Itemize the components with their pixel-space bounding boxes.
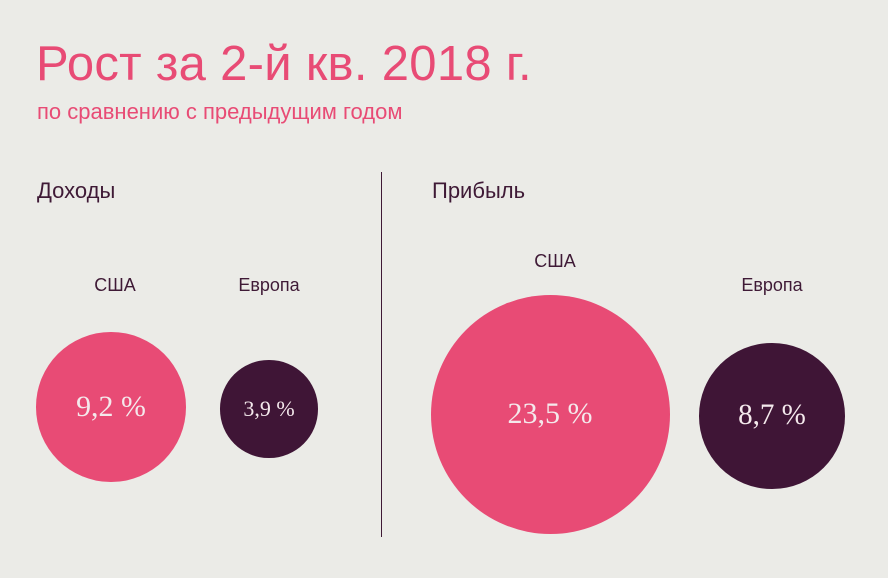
revenue-us-value: 9,2 % [76,389,146,423]
profit-us-label: США [534,251,576,271]
panel-divider [381,172,382,537]
panel-title-profit: Прибыль [432,178,526,203]
panel-title-revenue: Доходы [37,178,116,203]
revenue-europe-bubble: 3,9 % [220,360,318,458]
profit-europe-value: 8,7 % [738,399,806,432]
chart-subtitle: по сравнению с предыдущим годом [37,99,403,124]
revenue-europe-value: 3,9 % [243,395,295,421]
revenue-us-bubble: 9,2 % [36,332,186,482]
chart-title: Рост за 2-й кв. 2018 г. [36,37,532,91]
profit-europe-label: Европа [741,275,803,295]
profit-us-bubble: 23,5 % [430,294,670,534]
revenue-us-label: США [94,275,136,295]
profit-europe-bubble: 8,7 % [699,343,845,489]
profit-us-value: 23,5 % [507,397,593,430]
revenue-europe-label: Европа [238,275,300,295]
